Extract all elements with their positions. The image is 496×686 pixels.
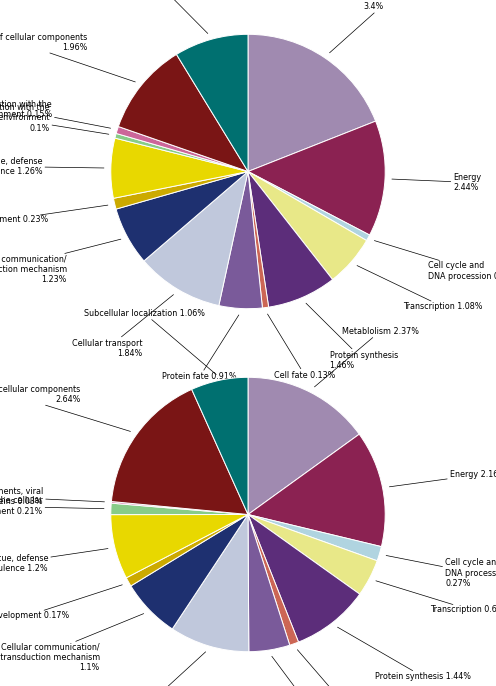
Text: Interaction with the cellular
environment 0.21%: Interaction with the cellular environmen… (0, 497, 104, 516)
Wedge shape (248, 377, 359, 514)
Text: Cell cycle and
DNA procession 0.13%: Cell cycle and DNA procession 0.13% (374, 241, 496, 281)
Text: Cell cycle and
DNA processing
0.27%: Cell cycle and DNA processing 0.27% (386, 556, 496, 589)
Wedge shape (248, 172, 370, 241)
Wedge shape (172, 514, 249, 652)
Text: Transcription 1.08%: Transcription 1.08% (357, 265, 483, 311)
Text: Cell fate 0.13%: Cell fate 0.13% (267, 314, 336, 380)
Text: Metabolism
3.4%: Metabolism 3.4% (329, 0, 411, 53)
Wedge shape (111, 514, 248, 578)
Wedge shape (248, 514, 290, 652)
Text: Protein fate 0.76%: Protein fate 0.76% (272, 657, 355, 686)
Text: (a): (a) (239, 398, 257, 411)
Wedge shape (111, 501, 248, 514)
Text: Cell rescue, defense
and virulence 1.2%: Cell rescue, defense and virulence 1.2% (0, 549, 108, 573)
Wedge shape (248, 172, 333, 307)
Wedge shape (116, 172, 248, 261)
Text: Protein synthesis
1.46%: Protein synthesis 1.46% (306, 303, 398, 370)
Text: Biogenesis of cellular components
1.96%: Biogenesis of cellular components 1.96% (0, 33, 135, 82)
Wedge shape (116, 126, 248, 172)
Wedge shape (119, 54, 248, 172)
Wedge shape (219, 172, 262, 309)
Text: Cell rescue, defense
and virulence 1.26%: Cell rescue, defense and virulence 1.26% (0, 156, 104, 176)
Wedge shape (248, 34, 375, 172)
Text: Energy
2.44%: Energy 2.44% (392, 173, 482, 192)
Wedge shape (115, 134, 248, 172)
Wedge shape (191, 377, 248, 514)
Text: Transcription 0.69%: Transcription 0.69% (376, 581, 496, 615)
Wedge shape (131, 514, 248, 629)
Text: Subcellular localiztion
1.56%: Subcellular localiztion 1.56% (104, 0, 208, 34)
Text: Energy 2.16%: Energy 2.16% (389, 470, 496, 487)
Wedge shape (248, 514, 381, 560)
Text: Protein fate 0.91%: Protein fate 0.91% (162, 315, 239, 381)
Wedge shape (114, 172, 248, 209)
Text: Development 0.17%: Development 0.17% (0, 584, 123, 620)
Wedge shape (248, 121, 385, 235)
Text: Metablolism 2.37%: Metablolism 2.37% (314, 327, 419, 387)
Text: Cellular communication/
signal transduction mechanism
1.23%: Cellular communication/ signal transduct… (0, 239, 121, 284)
Wedge shape (248, 514, 360, 642)
Text: Protein synthesis 1.44%: Protein synthesis 1.44% (337, 627, 471, 681)
Text: Transposable elements, viral
and plasmid proteins 0.03%: Transposable elements, viral and plasmid… (0, 486, 105, 506)
Text: Cellular transport
1.84%: Cellular transport 1.84% (72, 294, 174, 358)
Text: Cell fate 0.17%: Cell fate 0.17% (298, 650, 379, 686)
Wedge shape (248, 514, 299, 646)
Wedge shape (177, 34, 248, 172)
Wedge shape (248, 172, 269, 308)
Wedge shape (248, 514, 377, 594)
Wedge shape (111, 138, 248, 198)
Text: Biogenesis of cellular components
2.64%: Biogenesis of cellular components 2.64% (0, 385, 130, 431)
Text: Cellular transport 1.48%: Cellular transport 1.48% (91, 652, 206, 686)
Text: Interaction with the
cellular environment
0.1%: Interaction with the cellular environmen… (0, 103, 109, 134)
Wedge shape (248, 172, 367, 279)
Wedge shape (144, 172, 248, 305)
Text: Cellular communication/
signal transduction mechanism
1.1%: Cellular communication/ signal transduct… (0, 613, 144, 672)
Text: Interaction with the
environment 0.15%: Interaction with the environment 0.15% (0, 99, 111, 128)
Wedge shape (126, 514, 248, 586)
Wedge shape (112, 390, 248, 514)
Wedge shape (248, 434, 385, 547)
Wedge shape (111, 503, 248, 514)
Text: Development 0.23%: Development 0.23% (0, 205, 108, 224)
Text: Subcellular localization 1.06%: Subcellular localization 1.06% (84, 309, 216, 375)
